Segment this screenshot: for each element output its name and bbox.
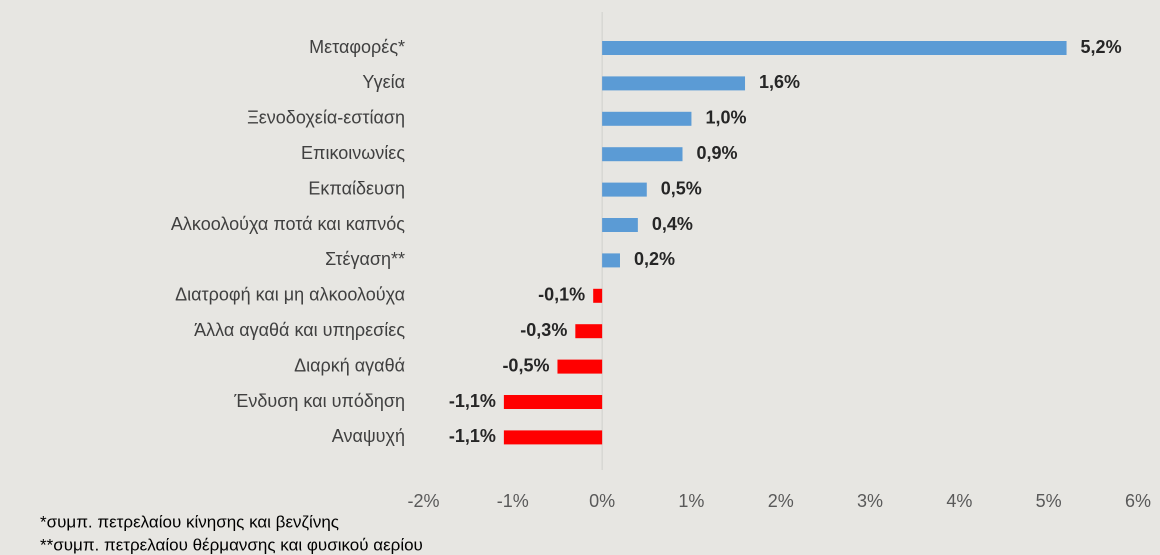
value-label: 0,5% [661,178,702,198]
category-label: Επικοινωνίες [301,143,405,163]
value-label: -0,1% [538,285,585,305]
x-tick-label: 1% [678,491,704,511]
bar [557,359,603,374]
footnote: *συμπ. πετρελαίου κίνησης και βενζίνης [40,512,339,531]
value-label: 1,0% [705,108,746,128]
category-label: Αλκοολούχα ποτά και καπνός [171,214,405,234]
value-label: -0,5% [502,355,549,375]
bar [602,218,638,232]
x-tick-label: 6% [1125,491,1151,511]
category-label: Ένδυση και υπόδηση [233,391,405,411]
bar [602,182,647,197]
category-label: Υγεία [362,72,405,92]
x-tick-label: 4% [946,491,972,511]
value-label: -1,1% [449,426,496,446]
value-label: -1,1% [449,391,496,411]
footnote: **συμπ. πετρελαίου θέρμανσης και φυσικού… [40,535,423,554]
x-tick-label: 2% [768,491,794,511]
category-label: Στέγαση** [325,249,405,269]
x-tick-label: -2% [407,491,439,511]
category-label: Αναψυχή [332,426,405,446]
value-label: -0,3% [520,320,567,340]
x-tick-label: 0% [589,491,615,511]
bar [593,288,603,303]
bar [602,253,620,268]
value-label: 0,2% [634,249,675,269]
category-label: Ξενοδοχεία-εστίαση [247,108,405,128]
bar [575,324,603,339]
category-label: Διαρκή αγαθά [294,355,405,375]
value-label: 5,2% [1081,37,1122,57]
bar [602,147,683,162]
bar [602,76,746,91]
value-label: 0,4% [652,214,693,234]
x-tick-label: 3% [857,491,883,511]
value-label: 0,9% [697,143,738,163]
category-label: Διατροφή και μη αλκοολούχα [175,285,405,305]
category-label: Εκπαίδευση [308,178,405,198]
x-tick-label: 5% [1036,491,1062,511]
bar [503,395,603,409]
bar [602,111,692,126]
x-tick-label: -1% [497,491,529,511]
bar [503,430,603,445]
category-label: Άλλα αγαθά και υπηρεσίες [194,320,405,340]
category-label: Μεταφορές* [309,37,405,57]
bar [602,41,1067,55]
value-label: 1,6% [759,72,800,92]
